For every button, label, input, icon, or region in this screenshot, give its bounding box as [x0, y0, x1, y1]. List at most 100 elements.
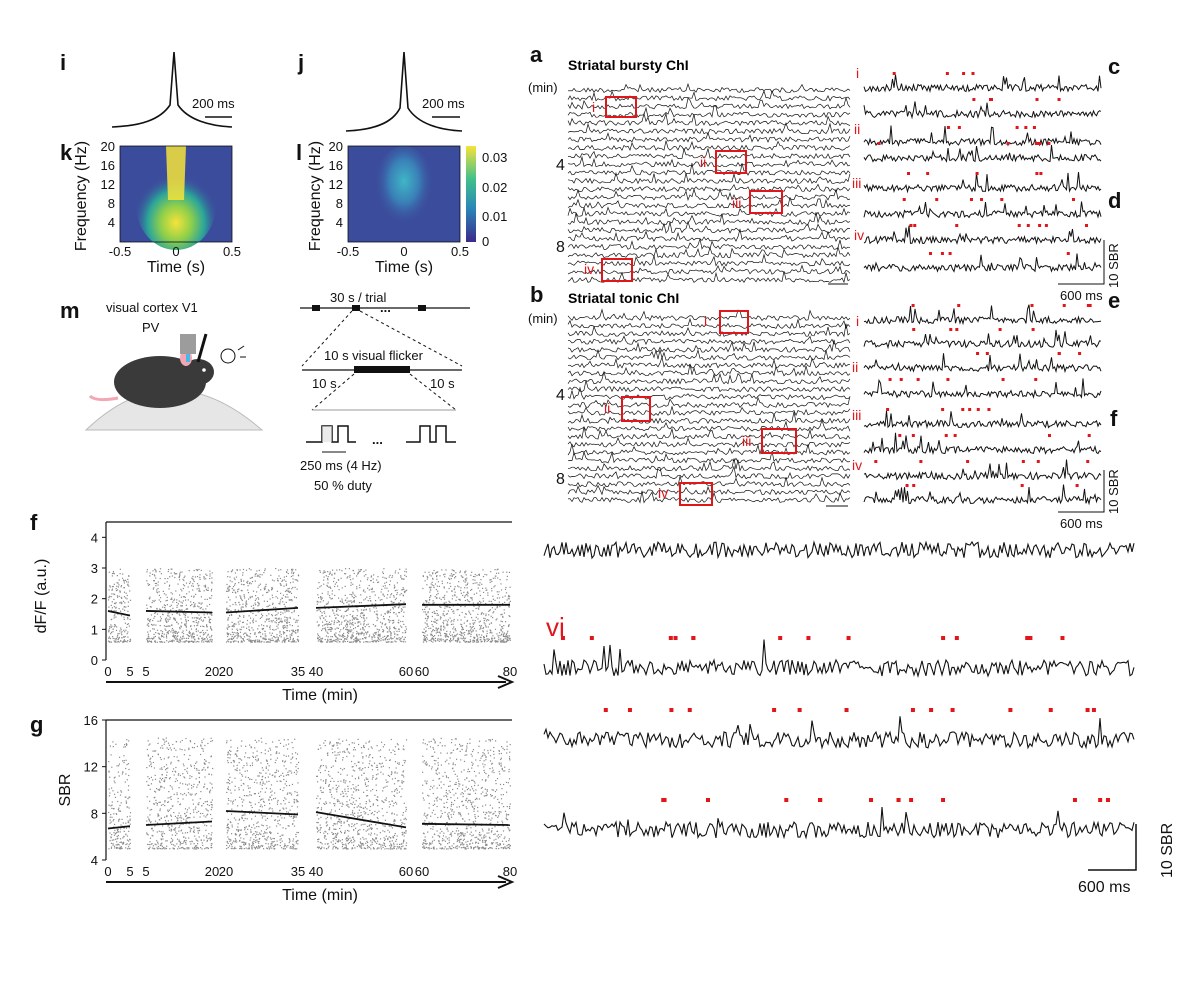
scatter-point [289, 638, 291, 641]
scatter-point [451, 634, 453, 636]
scatter-point [123, 618, 125, 620]
scatter-point [451, 640, 453, 642]
scatter-point [487, 594, 489, 596]
scatter-point [477, 618, 479, 620]
scatter-point [147, 784, 149, 786]
scatter-point [189, 777, 191, 779]
scatter-point [191, 633, 194, 635]
trend-line [145, 820, 213, 826]
scatter-point [202, 632, 205, 634]
peak-marker [1084, 224, 1088, 227]
scatter-point [239, 758, 241, 760]
scatter-point [482, 628, 484, 630]
scatter-point [234, 846, 236, 848]
scatter-point [346, 629, 348, 631]
scatter-point [371, 587, 373, 589]
zoom-trace [863, 304, 1102, 326]
scatter-point [195, 793, 197, 795]
scatter-point [502, 640, 504, 642]
scatter-point [167, 801, 170, 803]
scatter-point [333, 580, 335, 583]
scatter-point [112, 741, 114, 743]
scatter-point [426, 601, 428, 603]
scatter-point [440, 629, 442, 631]
scatter-point [282, 631, 284, 633]
scatter-point [348, 641, 351, 643]
scatter-point [232, 640, 234, 642]
scatter-point [153, 574, 155, 576]
scatter-point [163, 766, 165, 768]
scatter-point [275, 596, 277, 598]
scatter-point [167, 641, 170, 643]
scatter-point [293, 844, 295, 846]
scatter-point [186, 809, 189, 811]
scatter-point [286, 622, 288, 624]
scatter-point [444, 640, 447, 642]
scatter-point [244, 597, 246, 599]
scatter-point [240, 607, 242, 609]
scatter-point [346, 615, 348, 617]
scatter-point [197, 843, 199, 845]
scatter-point [333, 838, 335, 840]
scatter-point [204, 759, 206, 761]
scatter-point [246, 764, 248, 766]
scatter-point [113, 834, 116, 836]
scatter-point [363, 623, 365, 625]
scatter-point [324, 571, 326, 573]
scatter-point [193, 617, 195, 619]
scatter-point [210, 825, 212, 827]
scatter-point [336, 627, 338, 629]
scatter-point [238, 602, 240, 604]
scatter-point [171, 624, 173, 626]
scatter-point [226, 583, 228, 586]
scatter-point [198, 802, 200, 804]
scatter-point [116, 641, 118, 643]
scatter-point [263, 833, 265, 835]
scatter-point [255, 595, 257, 597]
scatter-point [491, 590, 493, 592]
scatter-point [268, 846, 270, 848]
scatter-point [346, 623, 348, 626]
scatter-point [125, 743, 127, 745]
scatter-point [240, 640, 243, 642]
scatter-point [291, 625, 293, 627]
scatter-point [257, 601, 259, 603]
scatter-point [230, 839, 232, 841]
scatter-point [212, 767, 214, 770]
scatter-point [272, 603, 274, 605]
scatter-point [365, 785, 367, 787]
scatter-point [265, 839, 267, 841]
scatter-point [269, 625, 271, 627]
scatter-point [454, 629, 456, 631]
scatter-point [360, 814, 362, 816]
scatter-point [273, 606, 275, 608]
scatter-point [285, 617, 288, 619]
scatter-point [434, 595, 436, 598]
scatter-point [327, 601, 329, 603]
scatter-point [422, 631, 425, 634]
scatter-point [117, 582, 119, 584]
scatter-point [157, 620, 159, 622]
scatter-point [477, 607, 479, 609]
scatter-point [198, 641, 200, 643]
scatter-point [153, 580, 155, 582]
scatter-point [173, 640, 175, 642]
scatter-point [270, 843, 272, 845]
scatter-point [404, 760, 407, 762]
scatter-point [129, 815, 131, 817]
scatter-point [377, 581, 380, 583]
scatter-point [271, 639, 273, 642]
scatter-point [478, 574, 480, 576]
scatter-point [258, 584, 260, 586]
scatter-point [287, 811, 289, 813]
protocol-flicker-label: 10 s visual flicker [324, 348, 424, 363]
scatter-point [254, 835, 257, 837]
scatter-point [119, 818, 121, 820]
scatter-point [389, 596, 391, 598]
scatter-point [337, 585, 339, 587]
scatter-point [296, 629, 298, 631]
scatter-point [165, 740, 167, 742]
scatter-point [170, 819, 173, 821]
scatter-point [433, 569, 435, 572]
scatter-point [271, 632, 273, 634]
